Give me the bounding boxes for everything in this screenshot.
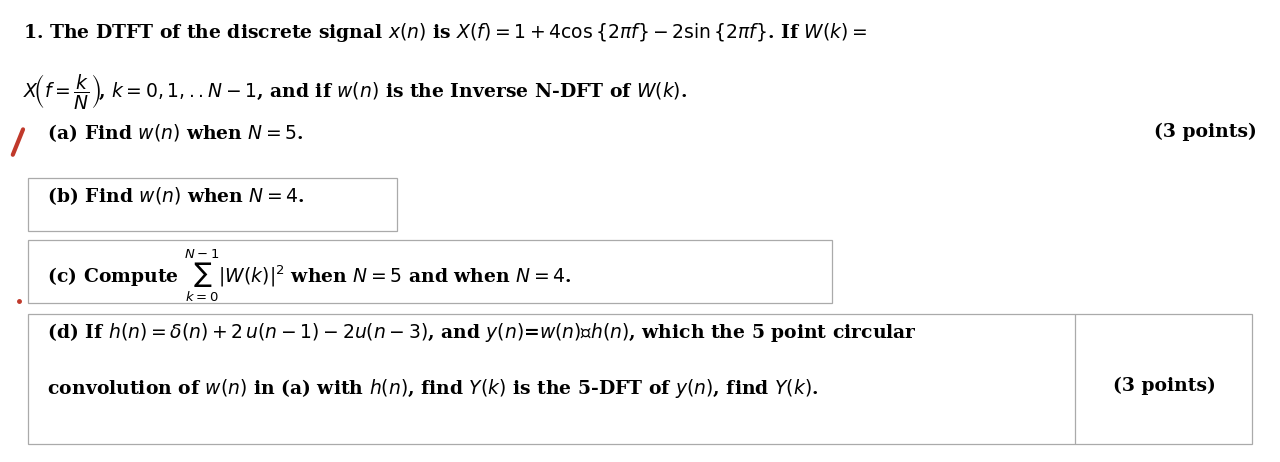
Text: (d) If $h(n) = \delta(n) + 2\,u(n-1) - 2u(n-3)$, and $y(n)$=$w(n)$ⓣ$h(n)$, which: (d) If $h(n) = \delta(n) + 2\,u(n-1) - 2… <box>28 321 916 344</box>
Text: (c) Compute $\sum_{k=0}^{N-1} |W(k)|^2$ when $N = 5$ and when $N = 4$.: (c) Compute $\sum_{k=0}^{N-1} |W(k)|^2$ … <box>28 247 572 304</box>
Text: convolution of $w(n)$ in (a) with $h(n)$, find $Y(k)$ is the 5-DFT of $y(n)$, fi: convolution of $w(n)$ in (a) with $h(n)$… <box>28 377 818 400</box>
Text: (b) Find $w(n)$ when $N = 4$.: (b) Find $w(n)$ when $N = 4$. <box>28 185 305 207</box>
Text: (a) Find $w(n)$ when $N = 5$.: (a) Find $w(n)$ when $N = 5$. <box>28 122 305 144</box>
Text: (3 points): (3 points) <box>1114 377 1216 395</box>
Text: (3 points): (3 points) <box>1155 122 1257 141</box>
Text: 1. The DTFT of the discrete signal $x(n)$ is $X(f) = 1 + 4\cos\{2\pi f\} - 2\sin: 1. The DTFT of the discrete signal $x(n)… <box>23 21 868 44</box>
Text: $X\!\left(f = \dfrac{k}{N}\right)\!$, $k = 0,1,..N-1$, and if $w(n)$ is the Inve: $X\!\left(f = \dfrac{k}{N}\right)\!$, $k… <box>23 72 687 110</box>
